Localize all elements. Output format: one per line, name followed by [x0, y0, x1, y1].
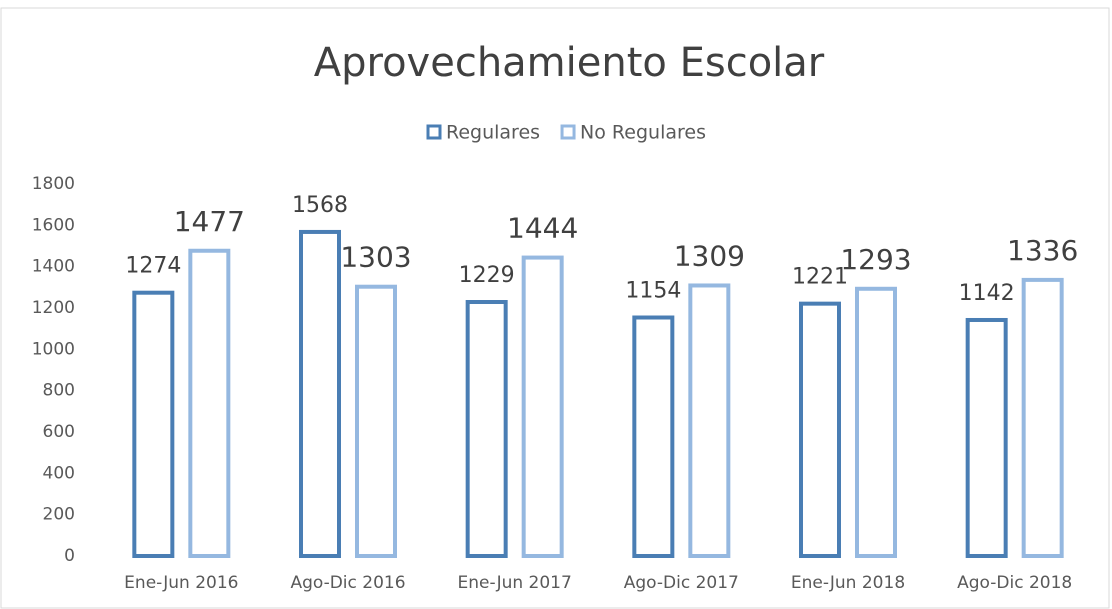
y-tick-label: 1600 — [32, 215, 75, 235]
bar — [632, 315, 675, 558]
value-label: 1229 — [459, 263, 515, 288]
x-tick-label: Ago-Dic 2016 — [290, 573, 405, 593]
value-label: 1444 — [507, 212, 578, 245]
y-tick-label: 1400 — [32, 257, 75, 277]
bar — [355, 284, 397, 558]
x-tick-label: Ago-Dic 2017 — [624, 573, 739, 593]
bar — [965, 317, 1008, 558]
bar — [1021, 277, 1064, 558]
value-label: 1154 — [625, 279, 681, 304]
bar — [465, 300, 508, 558]
y-tick-label: 1200 — [32, 298, 75, 318]
legend-swatch — [426, 124, 442, 140]
value-label: 1221 — [792, 265, 848, 290]
value-label: 1309 — [674, 239, 745, 272]
x-tick-label: Ene-Jun 2017 — [458, 573, 572, 593]
bar — [188, 248, 231, 558]
value-label: 1303 — [340, 241, 411, 274]
y-tick-label: 0 — [64, 546, 75, 566]
value-label: 1274 — [125, 254, 181, 279]
value-label: 1336 — [1007, 234, 1078, 267]
legend-label: Regulares — [446, 122, 540, 144]
bar — [299, 229, 341, 559]
x-tick-label: Ene-Jun 2016 — [124, 573, 238, 593]
x-tick-label: Ene-Jun 2018 — [791, 573, 905, 593]
chart-title: Aprovechamiento Escolar — [314, 40, 825, 86]
value-label: 1142 — [959, 281, 1015, 306]
legend-label: No Regulares — [580, 122, 706, 144]
bar — [132, 290, 175, 558]
value-label: 1293 — [840, 243, 911, 276]
bar — [855, 286, 897, 558]
value-label: 1477 — [174, 205, 245, 238]
bar — [688, 283, 731, 558]
y-tick-label: 600 — [43, 422, 75, 442]
y-tick-label: 800 — [43, 381, 75, 401]
bar — [521, 255, 564, 558]
y-tick-label: 1000 — [32, 339, 75, 359]
y-tick-label: 200 — [43, 505, 75, 525]
y-tick-label: 1800 — [32, 174, 75, 194]
legend-swatch — [560, 124, 576, 140]
bar — [799, 301, 841, 558]
value-label: 1568 — [292, 193, 348, 218]
x-tick-label: Ago-Dic 2018 — [957, 573, 1072, 593]
y-tick-label: 400 — [43, 463, 75, 483]
